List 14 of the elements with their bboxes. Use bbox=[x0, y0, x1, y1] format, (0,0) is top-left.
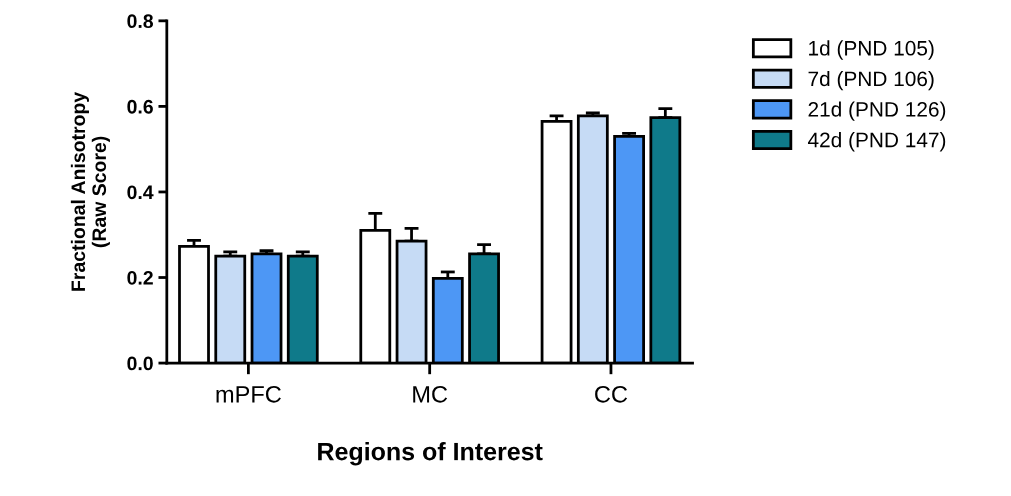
y-tick-label: 0.8 bbox=[127, 14, 154, 29]
legend-label: 21d (PND 126) bbox=[808, 101, 946, 121]
legend-label: 7d (PND 106) bbox=[808, 70, 934, 91]
y-tick-label: 0.2 bbox=[127, 270, 153, 285]
y-tick-label: 0.6 bbox=[127, 99, 153, 114]
y-tick-label: 0.4 bbox=[127, 185, 154, 200]
x-axis-title: Regions of Interest bbox=[318, 442, 543, 466]
x-tick-label: MC bbox=[413, 385, 448, 403]
legend-label: 42d (PND 147) bbox=[807, 132, 946, 152]
x-tick-label: CC bbox=[595, 385, 628, 403]
y-axis-title: Fractional Anisotropy (Raw Score) bbox=[70, 91, 110, 291]
y-tick-label: 0.0 bbox=[127, 356, 153, 371]
legend-label: 1d (PND 105) bbox=[809, 40, 934, 60]
x-tick-label: mPFC bbox=[216, 385, 281, 403]
